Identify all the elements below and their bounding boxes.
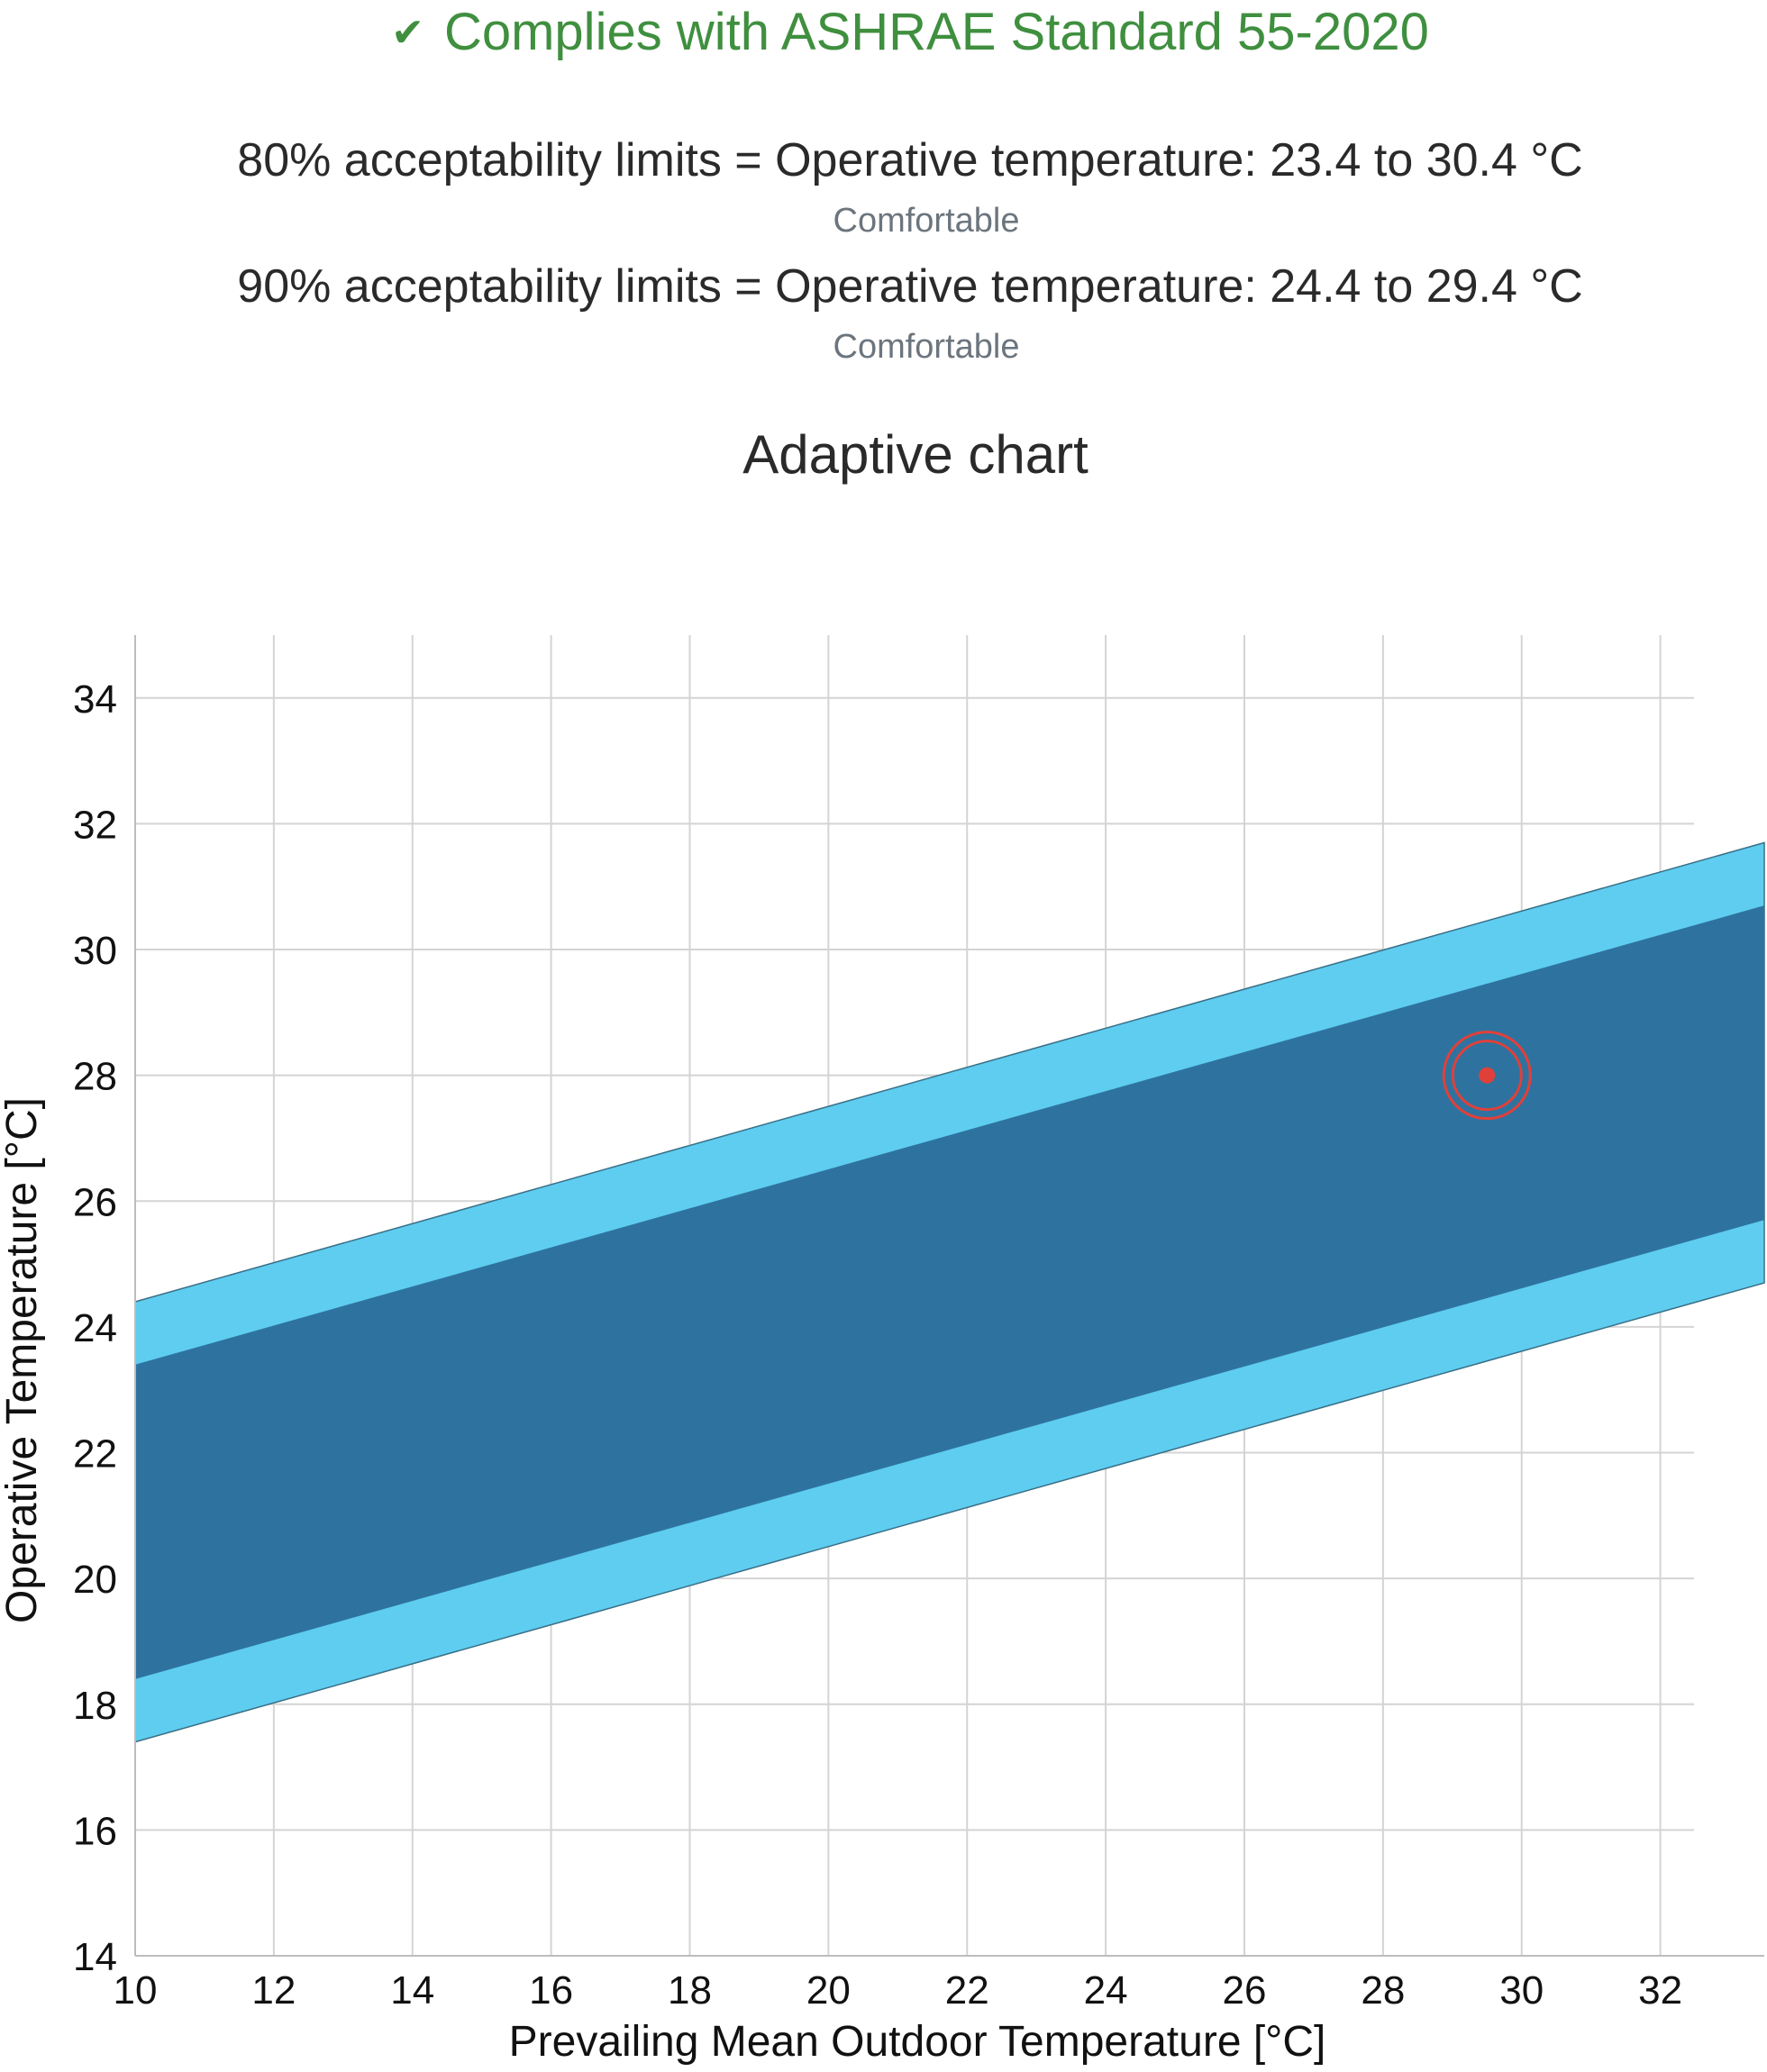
y-tick-label: 26 <box>73 1180 117 1224</box>
x-tick-label: 24 <box>1084 1968 1128 2013</box>
comfort-bands <box>134 841 1765 1743</box>
x-tick-label: 14 <box>390 1968 434 2013</box>
x-tick-label: 26 <box>1223 1968 1267 2013</box>
acceptability-limit-80: 80% acceptability limits = Operative tem… <box>237 134 1583 186</box>
compliance-text: Complies with ASHRAE Standard 55-2020 <box>443 3 1429 61</box>
x-tick-label: 20 <box>806 1968 851 2013</box>
compliance-status: ✔ Complies with ASHRAE Standard 55-2020 <box>0 2 1767 62</box>
x-tick-label: 28 <box>1361 1968 1405 2013</box>
y-tick-label: 30 <box>73 929 117 973</box>
check-icon: ✔ <box>391 11 424 55</box>
x-tick-label: 22 <box>945 1968 989 2013</box>
acceptability-status-90: Comfortable <box>833 328 1020 366</box>
y-tick-label: 18 <box>73 1684 117 1728</box>
y-tick-label: 32 <box>73 803 117 847</box>
x-tick-label: 12 <box>251 1968 296 2013</box>
x-tick-label: 10 <box>114 1968 158 2013</box>
acceptability-status-80: Comfortable <box>833 202 1020 240</box>
axes: 10 12 14 16 18 20 22 24 26 28 30 32 14 16 18 20 22 24 26 28… <box>73 635 1764 2013</box>
x-tick-label: 16 <box>529 1968 573 2013</box>
x-tick-label: 30 <box>1499 1968 1544 2013</box>
y-axis-label: Operative Temperature [°C] <box>0 1097 46 1623</box>
chart-title: Adaptive chart <box>742 424 1088 485</box>
point-marker <box>1479 1067 1496 1084</box>
y-tick-label: 14 <box>73 1935 117 1979</box>
y-tick-label: 24 <box>73 1306 117 1350</box>
y-tick-label: 28 <box>73 1055 117 1099</box>
y-tick-label: 34 <box>73 677 117 722</box>
x-tick-label: 32 <box>1638 1968 1682 2013</box>
operating-point <box>1442 1031 1532 1121</box>
y-tick-label: 20 <box>73 1558 117 1602</box>
x-tick-label: 18 <box>668 1968 712 2013</box>
y-tick-label: 22 <box>73 1432 117 1477</box>
point-inner-ring <box>1451 1040 1523 1112</box>
band-90-percent <box>135 905 1764 1679</box>
x-axis-label: Prevailing Mean Outdoor Temperature [°C] <box>509 2018 1326 2066</box>
y-tick-label: 16 <box>73 1809 117 1853</box>
acceptability-limit-90: 90% acceptability limits = Operative tem… <box>237 260 1583 313</box>
point-outer-ring <box>1442 1031 1532 1121</box>
